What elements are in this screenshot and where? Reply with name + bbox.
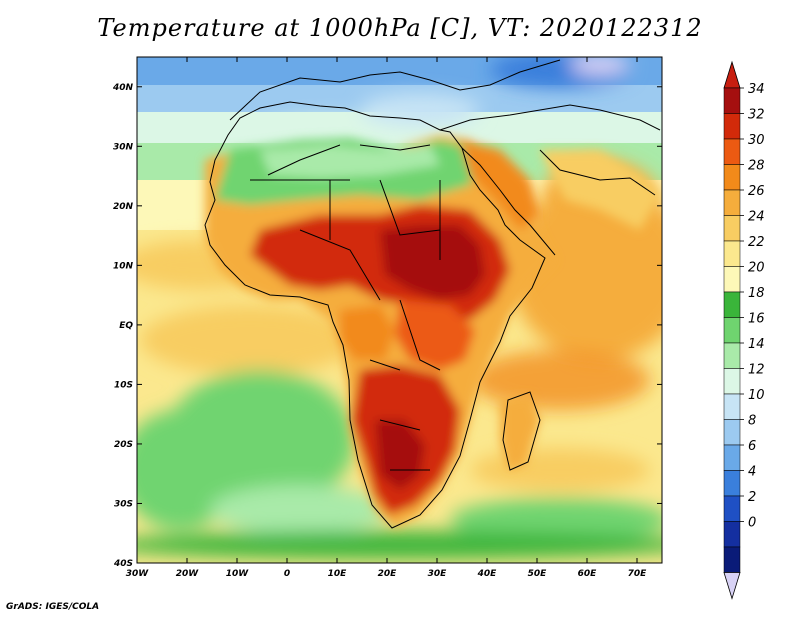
colorbar-segment — [723, 113, 741, 140]
footer-credit: GrADS: IGES/COLA — [6, 602, 100, 612]
lon-tick-label: 10E — [328, 569, 348, 579]
colorbar-label: 22 — [748, 235, 765, 250]
colorbar-label: 34 — [748, 82, 765, 97]
colorbar-label: 4 — [748, 465, 756, 480]
lat-tick-label: 40N — [112, 83, 134, 93]
colorbar-segment — [723, 138, 741, 165]
lat-tick-label: 20N — [113, 202, 134, 212]
colorbar-label: 8 — [748, 414, 756, 429]
temperature-field — [137, 57, 662, 563]
colorbar-label: 2 — [748, 490, 756, 505]
lon-tick-label: 50E — [528, 569, 548, 579]
colorbar-label: 6 — [748, 439, 756, 454]
lon-tick-label: 40E — [477, 569, 498, 579]
colorbar-label: 28 — [748, 159, 765, 174]
colorbar-segment — [723, 546, 741, 573]
lon-tick-label: 20W — [176, 569, 200, 579]
colorbar-label: 30 — [748, 133, 765, 148]
colorbar-segment — [723, 470, 741, 497]
colorbar-label: 0 — [748, 516, 756, 531]
lon-tick-label: 10W — [226, 569, 250, 579]
colorbar-segment — [723, 215, 741, 242]
colorbar-under-triangle — [723, 572, 741, 600]
colorbar-label: 10 — [748, 388, 765, 403]
colorbar-label: 26 — [748, 184, 765, 199]
lon-tick-label: 0 — [284, 569, 290, 579]
colorbar-over-triangle — [723, 60, 741, 89]
colorbar-segment — [723, 317, 741, 344]
coastlines — [204, 59, 661, 529]
colorbar-label: 18 — [748, 286, 765, 301]
colorbar-label: 14 — [748, 337, 765, 352]
lat-tick-label: 10N — [113, 261, 134, 271]
colorbar-segment — [723, 393, 741, 420]
lon-tick-label: 30W — [126, 569, 150, 579]
colorbar-segment — [723, 521, 741, 548]
colorbar-segment — [723, 189, 741, 216]
colorbar-label: 12 — [748, 363, 765, 378]
lat-tick-label: 20S — [114, 440, 133, 450]
lat-tick-label: EQ — [119, 321, 133, 331]
colorbar-segment — [723, 444, 741, 471]
lon-tick-label: 60E — [578, 569, 598, 579]
colorbar-segment — [723, 87, 741, 114]
map-frame — [136, 56, 663, 564]
lat-tick-label: 30N — [113, 142, 134, 152]
colorbar-label: 32 — [748, 108, 765, 123]
colorbar-label: 24 — [748, 210, 765, 225]
colorbar-label: 20 — [748, 261, 765, 276]
colorbar-segment — [723, 342, 741, 369]
colorbar-segment — [723, 495, 741, 522]
lat-tick-label: 30S — [114, 499, 133, 509]
colorbar-segment — [723, 419, 741, 446]
colorbar-segment — [723, 240, 741, 267]
latitude-axis: 40N 30N 20N 10N EQ 10S 20S 30S 40S — [112, 83, 662, 569]
longitude-axis: 30W 20W 10W 0 10E 20E 30E 40E 50E 60E 70E — [126, 57, 647, 579]
colorbar-segment — [723, 291, 741, 318]
map-title: Temperature at 1000hPa [C], VT: 20201223… — [97, 14, 703, 42]
lon-tick-label: 70E — [628, 569, 648, 579]
colorbar-segment — [723, 266, 741, 293]
colorbar-segment — [723, 368, 741, 395]
lat-tick-label: 40S — [113, 559, 133, 569]
colorbar-segment — [723, 164, 741, 191]
lon-tick-label: 20E — [378, 569, 398, 579]
colorbar-label: 16 — [748, 312, 765, 327]
lon-tick-label: 30E — [428, 569, 448, 579]
lat-tick-label: 10S — [114, 380, 133, 390]
